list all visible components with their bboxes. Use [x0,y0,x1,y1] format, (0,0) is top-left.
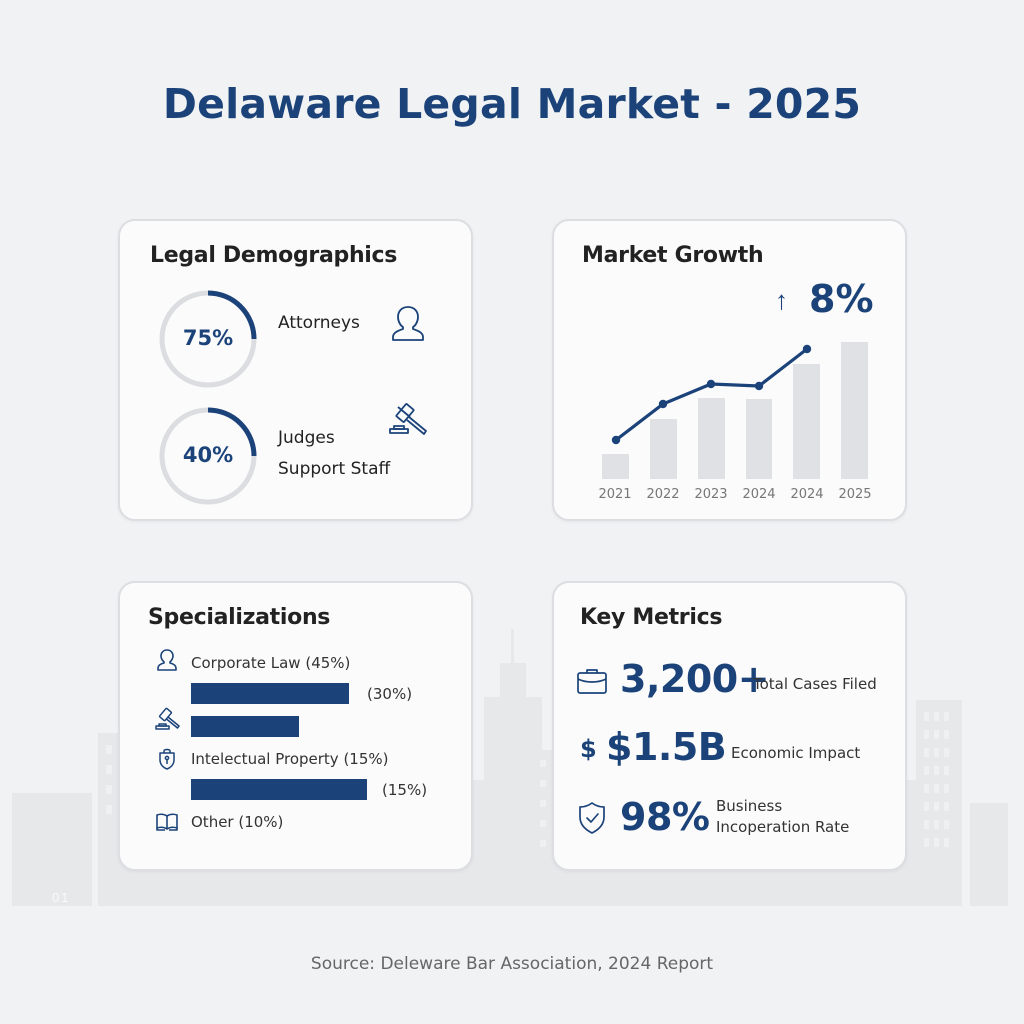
metric-caption-line2: Incoperation Rate [716,818,850,836]
page-title: Delaware Legal Market - 2025 [162,80,862,128]
card-title: Legal Demographics [150,243,398,268]
gavel-icon [155,707,180,730]
spec-bar-corporate-law [191,683,349,704]
x-tick-label: 2023 [694,487,728,502]
specializations-card: Specializations Corporate Law (45%) (30%… [118,581,473,871]
source-citation: Source: Deleware Bar Association, 2024 R… [310,954,714,974]
label-attorneys: Attorneys [278,313,360,333]
card-title: Market Growth [582,243,764,268]
briefcase-icon [577,669,607,694]
market-growth-chart [602,342,868,479]
legal-demographics-card: Legal Demographics 75% Attorneys 40% Jud… [118,219,473,521]
skyline-marker: 01 [52,890,71,905]
card-title: Key Metrics [580,605,723,630]
key-metrics-card: Key Metrics 3,200+ Total Cases Filed $ $… [552,581,907,871]
growth-bars [602,342,868,479]
person-icon [392,306,424,341]
label-support-staff: Support Staff [278,459,391,479]
spec-label-corporate-law: Corporate Law (45%) [191,654,351,672]
growth-value: 8% [809,277,874,321]
metric-value-cases: 3,200+ [620,657,770,701]
shield-check-icon [579,802,605,834]
x-tick-label: 2022 [646,487,680,502]
gavel-icon [389,403,427,435]
metric-caption-line1: Business [716,797,783,815]
x-tick-label: 2024 [790,487,824,502]
x-tick-label: 2021 [598,487,632,502]
donut-value-judges: 40% [182,443,234,467]
spec-bar-label: (15%) [382,781,428,799]
person-icon [157,649,177,671]
metric-value-incorporation-rate: 98% [620,795,710,839]
x-tick-label: 2024 [742,487,776,502]
metric-caption-cases: Total Cases Filed [753,675,877,693]
spec-bar-intellectual-property [191,779,367,800]
spec-bar-label: (30%) [367,685,413,703]
donut-value-attorneys: 75% [182,326,234,350]
metric-value-economic-impact: $1.5B [606,725,727,769]
metric-caption-economic-impact: Economic Impact [731,744,861,762]
spec-bar-litigation [191,716,299,737]
market-growth-card: Market Growth ↑ 8% 2021 2022 2023 2024 2… [552,219,907,521]
spec-label-intellectual-property: Intelectual Property (15%) [191,750,389,768]
spec-label-other: Other (10%) [191,813,284,831]
label-judges: Judges [278,428,335,448]
card-title: Specializations [148,605,331,630]
growth-arrow-icon: ↑ [775,285,788,315]
donut-gauge-attorneys [159,290,257,388]
x-tick-label: 2025 [838,487,872,502]
dollar-icon: $ [580,735,597,763]
donut-gauge-judges [159,407,257,505]
book-icon [156,813,178,831]
shield-lock-icon [159,748,175,770]
